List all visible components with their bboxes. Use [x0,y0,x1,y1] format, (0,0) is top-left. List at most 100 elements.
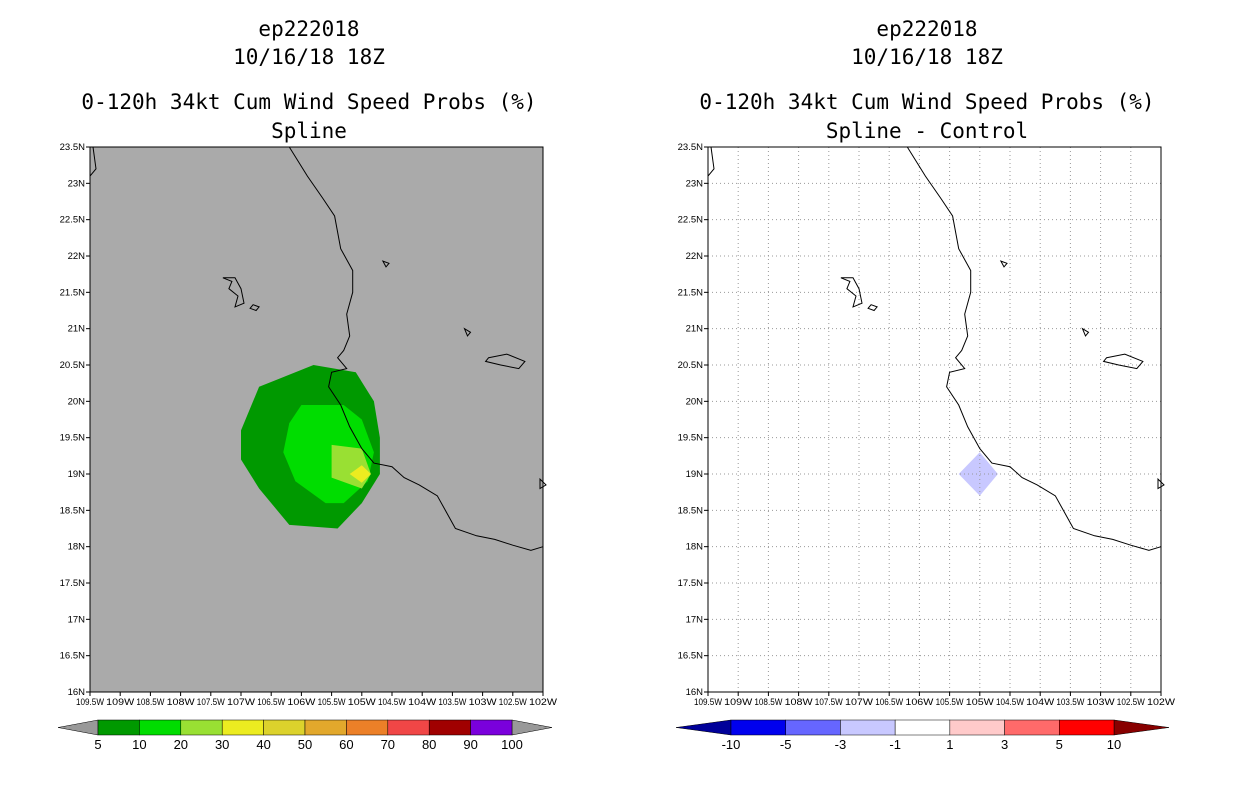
colorbar-label: 1 [946,737,953,752]
datetime: 10/16/18 18Z [851,45,1003,69]
x-tick-label: 109W [106,697,135,707]
chart-subtitle: Spline [271,119,347,143]
contour-30 [349,465,371,483]
y-tick-label: 18.5N [60,505,85,516]
colorbar-label: 100 [501,737,523,752]
colorbar-label: 30 [215,737,229,752]
colorbar-swatch [730,719,786,736]
y-tick-label: 21N [686,324,704,335]
x-tick-label: 109W [724,697,753,707]
island-outline [381,260,390,268]
coastline-baja [707,146,715,177]
colorbar-label: 10 [132,737,146,752]
x-tick-label: 109.5W [76,697,104,707]
plot-background [708,147,1161,692]
plot-frame [89,146,544,693]
x-tick-label: 102.5W [499,697,527,707]
y-tick-label: 23N [68,178,86,189]
x-tick-label: 107.5W [197,697,225,707]
colorbar-under-triangle [675,719,732,736]
y-tick-label: 18N [68,542,86,553]
colorbar-label: 5 [1056,737,1063,752]
difference-map: 16N 16.5N 17N 17.5N 18N 18.5N 19N 19.5N 20N 20.5N… [675,142,1176,752]
probability-map: 16N 16.5N 17N 17.5N 18N 18.5N 19N 19.5N 20N 20.5N… [57,142,558,752]
gridlines [707,146,1162,693]
colorbar-label: 5 [94,737,101,752]
y-tick-label: 17.5N [60,578,85,589]
y-tick-label: 22N [686,251,704,262]
x-tick-label: 106.5W [257,697,285,707]
coastline-baja [89,146,97,177]
x-tick-label: 102W [529,697,558,707]
y-tick-label: 20.5N [60,360,85,371]
colorbar-swatch [894,719,951,736]
y-tick-label: 16.5N [678,651,703,662]
island-outline [999,260,1008,268]
island-outline [840,277,863,308]
x-tick-label: 108.5W [754,697,782,707]
colorbar-label: -10 [722,737,741,752]
x-tick-label: 104W [1026,697,1055,707]
colorbar-swatch [1004,719,1060,736]
colorbar-swatch [139,719,182,736]
colorbar-swatch [97,719,140,736]
y-tick-label: 19N [686,469,704,480]
island-outline [867,304,878,312]
x-tick-label: 105W [348,697,377,707]
x-tick-label: 104.5W [996,697,1024,707]
y-tick-label: 16N [68,687,86,698]
island-outline [463,327,472,337]
colorbar-label: 40 [256,737,270,752]
y-tick-label: 16N [686,687,704,698]
colorbar-label: 3 [1001,737,1008,752]
island-outline [1102,353,1144,370]
coastline [288,146,544,551]
y-tick-label: 19.5N [678,433,703,444]
island-outline [222,277,245,308]
x-tick-label: 105.5W [318,697,346,707]
x-tick-label: 108W [167,697,196,707]
left-chart-panel: ep222018 10/16/18 18Z 0-120h 34kt Cum Wi… [57,17,558,752]
colorbar-over-triangle [1113,719,1170,736]
x-tick-label: 105W [966,697,995,707]
y-tick-label: 18N [686,542,704,553]
x-tick-label: 109.5W [694,697,722,707]
y-tick-label: 16.5N [60,651,85,662]
contour--3 [958,452,998,496]
y-tick-label: 22N [68,251,86,262]
x-tick-label: 106.5W [875,697,903,707]
y-tick-label: 22.5N [678,215,703,226]
x-tick-label: 108W [785,697,814,707]
y-tick-label: 21.5N [678,287,703,298]
y-tick-label: 17N [686,614,704,625]
colorbar-swatch [428,719,471,736]
colorbar-label: 10 [1107,737,1121,752]
y-tick-label: 17N [68,614,86,625]
y-tick-label: 20.5N [678,360,703,371]
storm-id: ep222018 [258,17,360,41]
y-tick-label: 23.5N [678,142,703,153]
island-outline [1081,327,1090,337]
colorbar-swatch [840,719,896,736]
colorbar-swatch [387,719,430,736]
colorbar-swatch [785,719,841,736]
y-tick-label: 20N [68,396,86,407]
y-tick-label: 18.5N [678,505,703,516]
y-tick-label: 23N [686,178,704,189]
x-tick-label: 107.5W [815,697,843,707]
colorbar-label: 70 [381,737,395,752]
datetime: 10/16/18 18Z [233,45,385,69]
colorbar-swatch [180,719,223,736]
y-tick-label: 20N [686,396,704,407]
colorbar-swatch [221,719,264,736]
x-tick-label: 106W [287,697,316,707]
chart-title: 0-120h 34kt Cum Wind Speed Probs (%) [81,90,537,114]
x-tick-label: 106W [905,697,934,707]
x-tick-label: 107W [227,697,256,707]
y-tick-label: 21.5N [60,287,85,298]
x-tick-label: 102W [1147,697,1176,707]
colorbar-label: -5 [780,737,792,752]
y-tick-label: 19N [68,469,86,480]
colorbar-label: 80 [422,737,436,752]
chart-title: 0-120h 34kt Cum Wind Speed Probs (%) [699,90,1155,114]
